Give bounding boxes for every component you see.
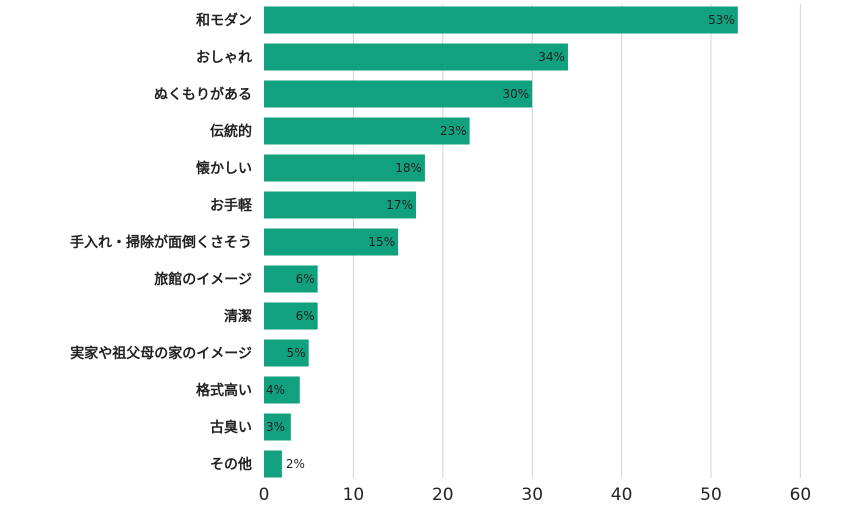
- bar: [264, 228, 399, 256]
- bars: [264, 6, 738, 478]
- bar: [264, 80, 533, 108]
- x-tick-label: 60: [790, 485, 812, 505]
- bar: [264, 117, 470, 145]
- data-label: 6%: [296, 309, 315, 323]
- data-label: 5%: [287, 346, 306, 360]
- category-label: おしゃれ: [196, 50, 252, 66]
- grid-lines: [352, 4, 801, 478]
- category-label: 伝統的: [210, 123, 252, 140]
- data-label: 15%: [368, 235, 395, 249]
- x-tick-label: 0: [259, 485, 270, 505]
- data-label: 2%: [286, 457, 305, 471]
- bar: [264, 450, 282, 478]
- bar: [264, 302, 318, 330]
- category-label: お手軽: [210, 197, 253, 214]
- category-label: 格式高い: [196, 382, 252, 399]
- category-label: 懐かしい: [196, 160, 252, 177]
- bar: [264, 191, 416, 219]
- bar: [264, 413, 291, 441]
- x-tick-label: 50: [700, 485, 722, 505]
- category-label: 清潔: [224, 308, 252, 325]
- category-labels: 和モダンおしゃれぬくもりがある伝統的懐かしいお手軽手入れ・掃除が面倒くさそう旅館…: [70, 12, 253, 473]
- category-label: ぬくもりがある: [154, 86, 252, 103]
- category-label: 古臭い: [210, 419, 252, 436]
- value-labels: 53% 34% 30% 23% 18% 17% 15% 6% 6% 5% 4% 3% 2%: [266, 13, 735, 471]
- data-label: 30%: [503, 87, 530, 101]
- x-tick-label: 20: [432, 485, 454, 505]
- category-label: 旅館のイメージ: [154, 271, 252, 288]
- data-label: 18%: [395, 161, 422, 175]
- data-label: 53%: [708, 13, 735, 27]
- data-label: 34%: [538, 50, 565, 64]
- bar: [264, 154, 425, 182]
- data-label: 23%: [440, 124, 467, 138]
- bar: [264, 339, 309, 367]
- data-label: 4%: [266, 383, 285, 397]
- x-tick-label: 10: [343, 485, 365, 505]
- data-label: 17%: [386, 198, 413, 212]
- category-label: その他: [210, 456, 252, 473]
- bar: [264, 376, 300, 404]
- category-label: 和モダン: [196, 12, 252, 29]
- bar: [264, 6, 738, 34]
- data-label: 3%: [266, 420, 285, 434]
- category-label: 手入れ・掃除が面倒くさそう: [70, 234, 252, 251]
- x-axis-ticks: 0 10 20 30 40 50 60: [259, 485, 812, 505]
- category-label: 実家や祖父母の家のイメージ: [70, 345, 252, 362]
- x-tick-label: 30: [521, 485, 543, 505]
- bar: [264, 43, 568, 71]
- bar: [264, 265, 318, 293]
- x-tick-label: 40: [611, 485, 633, 505]
- data-label: 6%: [296, 272, 315, 286]
